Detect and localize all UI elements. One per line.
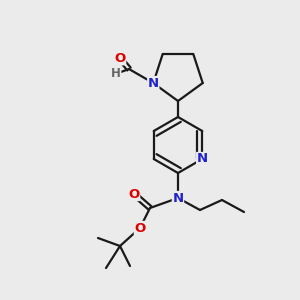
- Text: N: N: [197, 152, 208, 166]
- Text: O: O: [134, 221, 146, 235]
- Text: N: N: [148, 76, 159, 89]
- Text: H: H: [111, 67, 121, 80]
- Text: N: N: [172, 191, 184, 205]
- Text: O: O: [114, 52, 126, 65]
- Text: O: O: [128, 188, 140, 200]
